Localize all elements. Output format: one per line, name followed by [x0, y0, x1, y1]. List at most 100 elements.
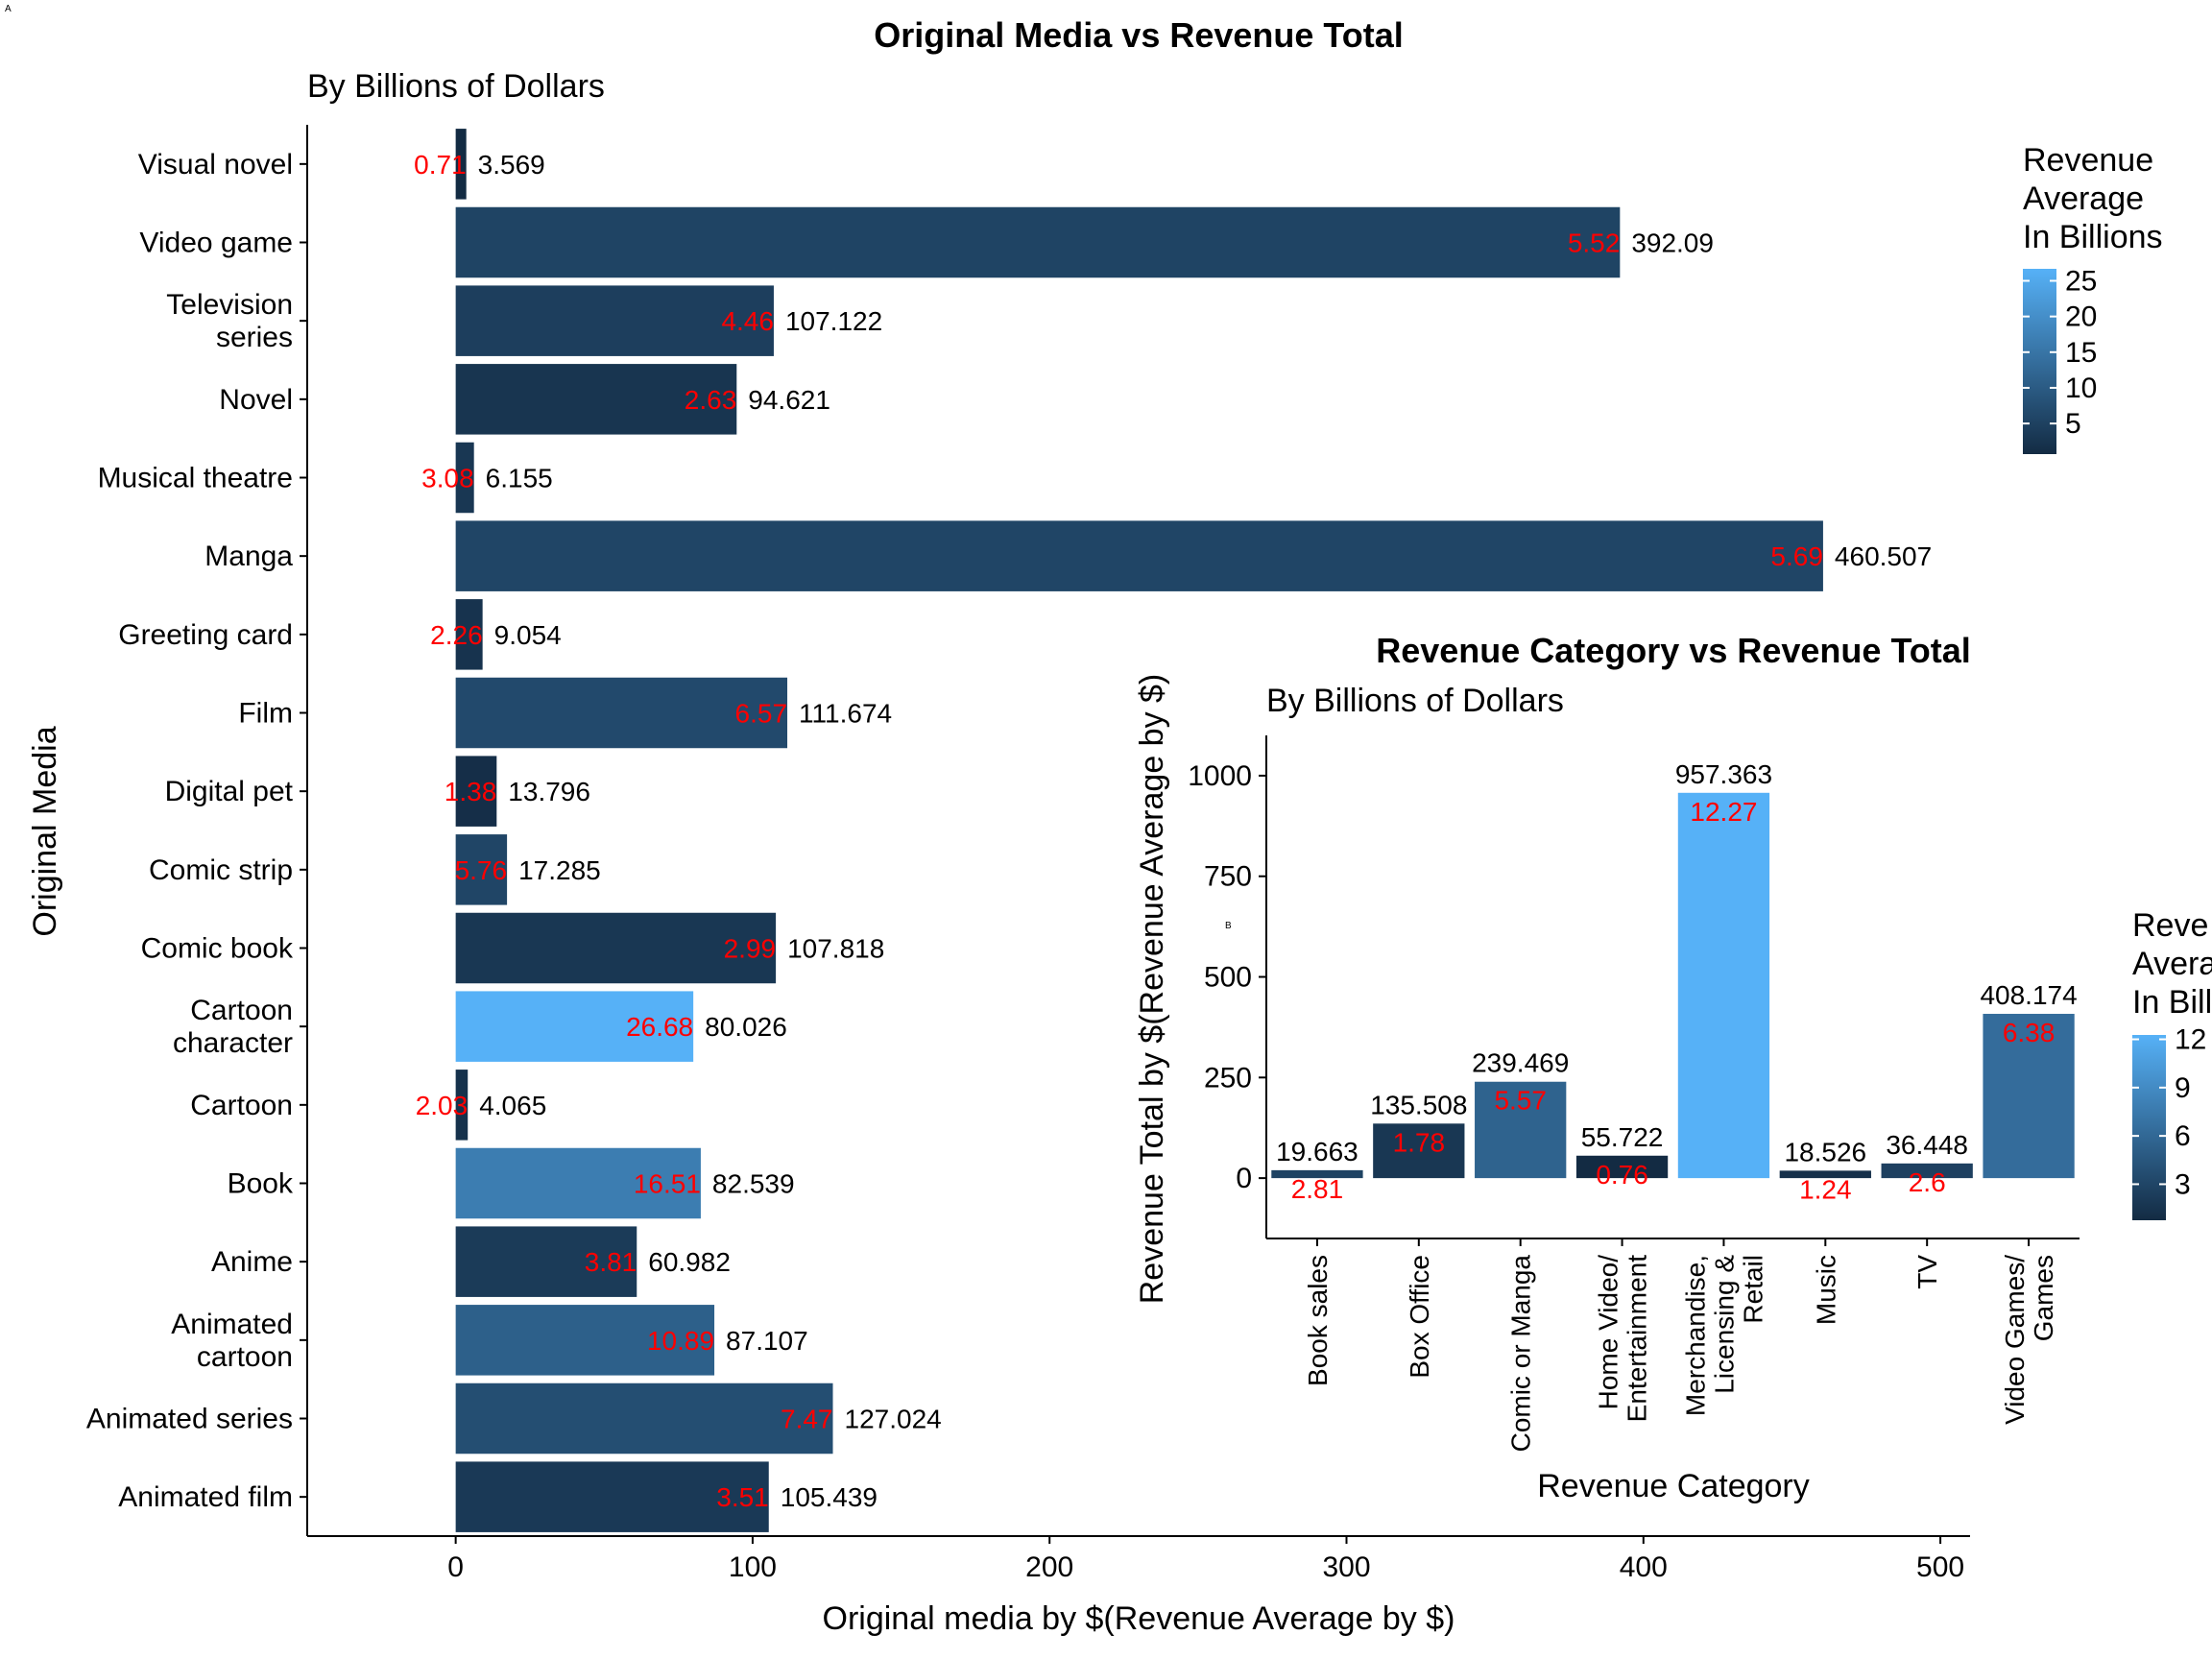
value-label-comic-book: 107.818 — [787, 934, 884, 964]
inset-value-label-comic-or-manga: 239.469 — [1472, 1048, 1569, 1078]
y-tick-label-musical-theatre: Musical theatre — [98, 463, 293, 494]
bar-novel — [455, 364, 737, 435]
average-label-musical-theatre: 3.08 — [421, 464, 474, 493]
inset-legend-title-line-2: In Bill — [2132, 984, 2212, 1021]
average-label-visual-novel: 0.71 — [414, 150, 467, 180]
inset-bar-comic-or-manga — [1475, 1081, 1567, 1179]
average-label-comic-strip: 5.76 — [455, 855, 508, 885]
main-legend-colorbar — [2023, 269, 2056, 454]
inset-x-tick-label-music: Music — [1811, 1255, 1840, 1325]
main-data-labels: 3.569 0.71 392.09 5.52 107.122 4.46 94.621 2.63… — [414, 150, 1932, 1512]
x-tick-label-300: 300 — [1322, 1551, 1370, 1583]
inset-legend-title-line-1: Avera — [2132, 946, 2212, 982]
inset-legend-label-12: 12 — [2175, 1024, 2206, 1056]
value-label-anime: 60.982 — [648, 1247, 731, 1277]
main-legend-label-5: 5 — [2065, 408, 2081, 440]
main-legend-title-line-2: In Billions — [2023, 219, 2163, 255]
bar-video-game — [455, 206, 1621, 278]
inset-chart-title: Revenue Category vs Revenue Total — [1376, 631, 1971, 670]
y-tick-label-manga: Manga — [204, 541, 293, 572]
main-legend-title-line-0: Revenue — [2023, 142, 2153, 179]
main-chart-title: Original Media vs Revenue Total — [874, 15, 1403, 55]
value-label-cartoon: 4.065 — [479, 1091, 546, 1120]
main-legend-label-10: 10 — [2065, 373, 2097, 404]
y-tick-label-greeting-card: Greeting card — [118, 619, 293, 651]
bar-television-series — [455, 285, 774, 356]
main-legend-title-line-1: Average — [2023, 180, 2144, 217]
y-tick-label-animated-series: Animated series — [86, 1404, 293, 1435]
inset-legend-label-9: 9 — [2175, 1072, 2191, 1104]
value-label-novel: 94.621 — [748, 385, 830, 415]
value-label-digital-pet: 13.796 — [508, 777, 590, 806]
average-label-novel: 2.63 — [685, 385, 737, 415]
inset-x-tick-label-tv: TV — [1912, 1255, 1942, 1289]
inset-value-label-home-video-entertainment: 55.722 — [1581, 1122, 1664, 1152]
bar-comic-book — [455, 912, 777, 984]
bar-film — [455, 677, 788, 749]
inset-value-label-box-office: 135.508 — [1370, 1090, 1467, 1119]
inset-value-label-video-games-games: 408.174 — [1980, 980, 2077, 1010]
value-label-television-series: 107.122 — [785, 306, 882, 336]
bar-anime — [455, 1226, 637, 1297]
inset-value-label-music: 18.526 — [1784, 1137, 1866, 1166]
inset-x-tick-label-video-games-games: Video Games/Games — [2000, 1255, 2058, 1425]
average-label-film: 6.57 — [735, 699, 788, 729]
main-x-axis: 0 100 200 300 400 500 — [447, 1536, 1964, 1583]
value-label-manga: 460.507 — [1835, 541, 1932, 571]
x-tick-label-100: 100 — [729, 1551, 777, 1583]
bar-digital-pet — [455, 756, 497, 827]
y-tick-label-film: Film — [238, 698, 293, 730]
value-label-comic-strip: 17.285 — [518, 855, 601, 885]
inset-average-label-box-office: 1.78 — [1393, 1127, 1446, 1157]
y-tick-label-animated-film: Animated film — [118, 1481, 293, 1513]
inset-y-axis-title: Revenue Total by $(Revenue Average by $) — [1134, 674, 1170, 1305]
inset-y-tick-label-250: 250 — [1204, 1062, 1252, 1094]
x-tick-label-500: 500 — [1916, 1551, 1964, 1583]
inset-average-label-home-video-entertainment: 0.76 — [1596, 1160, 1648, 1190]
inset-bar-merchandise-licensing-retail — [1677, 792, 1770, 1179]
inset-bar-music — [1779, 1170, 1871, 1179]
value-label-animated-film: 105.439 — [781, 1482, 878, 1512]
inset-legend-label-3: 3 — [2175, 1168, 2191, 1200]
x-tick-label-400: 400 — [1620, 1551, 1668, 1583]
inset-data-labels: 19.663 2.81 135.508 1.78 239.469 5.57 55.722 0.… — [1276, 759, 2078, 1205]
bar-visual-novel — [455, 129, 467, 200]
bar-animated-series — [455, 1382, 833, 1455]
inset-average-label-tv: 2.6 — [1909, 1167, 1946, 1197]
inset-legend-ticks: 12 9 6 3 — [2132, 1024, 2206, 1200]
main-y-axis-title: Original Media — [27, 726, 63, 936]
average-label-comic-book: 2.99 — [724, 934, 777, 964]
inset-x-axis: Book sales Box Office Comic or Manga Home V… — [1303, 1238, 2058, 1452]
main-legend-label-25: 25 — [2065, 265, 2097, 297]
bar-comic-strip — [455, 834, 508, 905]
bar-musical-theatre — [455, 442, 474, 514]
value-label-animated-cartoon: 87.107 — [726, 1326, 808, 1356]
main-chart: Original Media vs Revenue Total By Billi… — [27, 15, 2163, 1637]
main-legend-label-15: 15 — [2065, 337, 2097, 369]
inset-y-tick-label-1000: 1000 — [1188, 760, 1252, 792]
bar-cartoon-character — [455, 991, 694, 1062]
inset-chart: Revenue Category vs Revenue Total By Bil… — [1134, 631, 2212, 1504]
y-tick-label-visual-novel: Visual novel — [138, 149, 293, 180]
y-tick-label-novel: Novel — [219, 384, 293, 416]
inset-legend-colorbar — [2132, 1035, 2166, 1220]
average-label-cartoon: 2.03 — [416, 1091, 469, 1120]
average-label-animated-series: 7.47 — [781, 1405, 833, 1434]
y-tick-label-video-game: Video game — [139, 228, 293, 259]
y-tick-label-television-series: Television series — [166, 289, 293, 353]
value-label-animated-series: 127.024 — [845, 1405, 942, 1434]
bar-animated-film — [455, 1461, 769, 1532]
value-label-film: 111.674 — [799, 699, 892, 729]
average-label-anime: 3.81 — [585, 1247, 637, 1277]
value-label-greeting-card: 9.054 — [494, 620, 562, 650]
inset-x-tick-label-book-sales: Book sales — [1303, 1255, 1333, 1386]
y-tick-label-digital-pet: Digital pet — [165, 776, 294, 807]
inset-bar-home-video-entertainment — [1575, 1155, 1669, 1179]
inset-average-label-music: 1.24 — [1799, 1174, 1852, 1204]
inset-value-label-tv: 36.448 — [1886, 1130, 1968, 1160]
inset-bar-book-sales — [1271, 1169, 1363, 1179]
